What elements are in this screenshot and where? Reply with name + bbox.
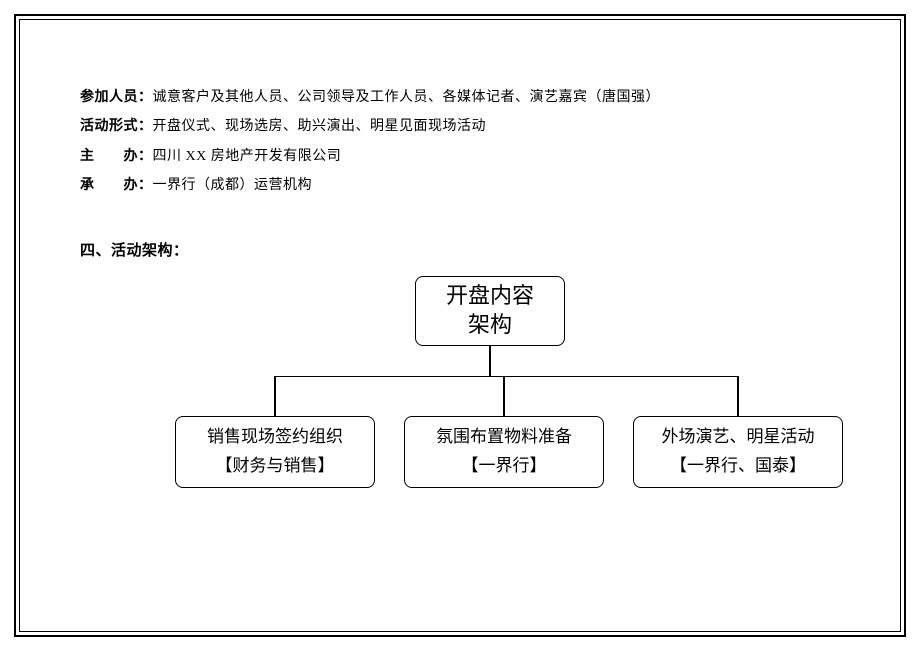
chart-child-line1: 销售现场签约组织	[207, 423, 343, 452]
content-area: 参加人员：诚意客户及其他人员、公司领导及工作人员、各媒体记者、演艺嘉宾（唐国强）…	[80, 83, 860, 526]
chart-child-node: 销售现场签约组织【财务与销售】	[175, 416, 375, 488]
info-label: 主 办：	[80, 149, 153, 164]
info-row-participants: 参加人员：诚意客户及其他人员、公司领导及工作人员、各媒体记者、演艺嘉宾（唐国强）	[80, 83, 860, 112]
chart-connector-drop	[737, 376, 739, 416]
chart-child-line2: 【一界行】	[462, 452, 547, 481]
info-value: 一界行（成都）运营机构	[153, 178, 313, 193]
chart-connector-trunk	[489, 346, 491, 376]
chart-child-node: 外场演艺、明星活动【一界行、国泰】	[633, 416, 843, 488]
chart-child-line1: 氛围布置物料准备	[436, 423, 572, 452]
info-row-host: 主 办：四川 XX 房地产开发有限公司	[80, 142, 860, 171]
chart-child-line2: 【财务与销售】	[216, 452, 335, 481]
info-label: 活动形式：	[80, 119, 153, 134]
info-label: 参加人员：	[80, 90, 153, 105]
chart-connector-hbar	[275, 376, 738, 378]
info-label: 承 办：	[80, 178, 153, 193]
info-row-organizer: 承 办：一界行（成都）运营机构	[80, 171, 860, 200]
chart-connector-drop	[274, 376, 276, 416]
org-chart: 开盘内容架构销售现场签约组织【财务与销售】氛围布置物料准备【一界行】外场演艺、明…	[120, 276, 880, 526]
chart-root-line2: 架构	[468, 311, 512, 340]
info-value: 开盘仪式、现场选房、助兴演出、明星见面现场活动	[153, 119, 487, 134]
info-value: 诚意客户及其他人员、公司领导及工作人员、各媒体记者、演艺嘉宾（唐国强）	[153, 90, 661, 105]
chart-child-node: 氛围布置物料准备【一界行】	[404, 416, 604, 488]
chart-child-line1: 外场演艺、明星活动	[662, 423, 815, 452]
info-row-format: 活动形式：开盘仪式、现场选房、助兴演出、明星见面现场活动	[80, 112, 860, 141]
chart-connector-drop	[503, 376, 505, 416]
section-title: 四、活动架构：	[80, 239, 860, 260]
chart-child-line2: 【一界行、国泰】	[670, 452, 806, 481]
chart-root-line1: 开盘内容	[446, 282, 534, 311]
chart-root-node: 开盘内容架构	[415, 276, 565, 346]
info-value: 四川 XX 房地产开发有限公司	[153, 149, 342, 164]
